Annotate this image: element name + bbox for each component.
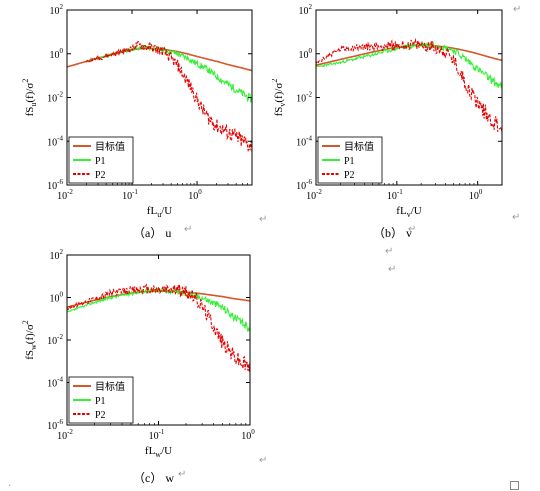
series-line-p2: [316, 37, 502, 135]
y-tick-label: 100: [299, 47, 313, 61]
chart-w: 10-6 10-4 10-2 100 102 10-2 10-1 100 fLw/U fSw(f)…: [21, 248, 255, 459]
return-mark: ↵: [388, 264, 397, 275]
x-tick-label: 10-2: [306, 188, 322, 202]
legend-label: P2: [95, 410, 106, 421]
legend-label: P2: [344, 170, 355, 181]
x-axis-label: fLu/U: [147, 205, 172, 219]
y-axis-label: fSu(f)/σ2: [21, 79, 38, 117]
y-tick-label: 102: [50, 248, 64, 262]
x-tick-label: 10-1: [149, 428, 165, 442]
legend-label: P2: [95, 170, 106, 181]
series-line-p1: [316, 41, 502, 89]
legend-label: P1: [95, 396, 106, 407]
legend-label: P1: [344, 156, 355, 167]
return-mark: ↵: [259, 214, 268, 225]
x-tick-label: 100: [469, 188, 483, 202]
page-corner-marker: [510, 481, 519, 490]
y-tick-label: 10-2: [47, 333, 63, 347]
y-tick-label: 102: [50, 3, 64, 17]
x-tick-label: 10-2: [57, 428, 73, 442]
plot-area: [67, 283, 250, 372]
caption-w: （c） w: [133, 471, 174, 485]
x-tick-label: 10-2: [57, 188, 73, 202]
chart-u: 10-6 10-4 10-2 100 102 10-2 10-1 100 fLu/U fSu(f)…: [21, 3, 253, 219]
y-axis-label: fSv(f)/σ2: [272, 79, 287, 117]
legend-label: 目标值: [95, 140, 125, 153]
y-tick-label: 10-4: [47, 134, 63, 148]
y-tick-label: 10-2: [296, 91, 312, 105]
chart-panel-v: 10-6 10-4 10-2 100 102 10-2 10-1 100 fLv/U fSv(f)…: [270, 0, 540, 240]
x-tick-label: 10-1: [122, 188, 138, 202]
x-tick-label: 100: [241, 428, 255, 442]
y-tick-label: 10-6: [47, 418, 63, 432]
legend-label: 目标值: [95, 380, 125, 393]
plot-area: [316, 37, 502, 135]
x-axis-label: fLw/U: [145, 445, 172, 459]
y-tick-label: 10-6: [296, 178, 312, 192]
plot-area: [67, 40, 252, 154]
chart-panel-w: 10-6 10-4 10-2 100 102 10-2 10-1 100 fLw/U fSw(f)…: [0, 245, 275, 475]
return-mark: ↵: [385, 246, 394, 257]
y-tick-label: 10-4: [296, 134, 312, 148]
return-mark: ↵: [408, 224, 417, 235]
y-tick-label: 10-2: [47, 91, 63, 105]
return-mark: .: [8, 478, 12, 489]
y-tick-label: 10-4: [47, 376, 63, 390]
x-axis-label: fLv/U: [396, 205, 421, 219]
caption-v: （b） v: [373, 226, 413, 240]
chart-v: 10-6 10-4 10-2 100 102 10-2 10-1 100 fLv/U fSv(f)…: [270, 3, 503, 219]
y-tick-label: 100: [50, 291, 64, 305]
y-tick-label: 100: [50, 47, 64, 61]
return-mark: ↵: [512, 212, 521, 223]
return-mark: ↵: [513, 4, 522, 15]
y-tick-label: 10-6: [47, 178, 63, 192]
return-mark: ↵: [178, 469, 187, 480]
legend-label: 目标值: [344, 140, 374, 153]
caption-u: （a） u: [133, 226, 172, 240]
series-line-p2: [67, 283, 250, 372]
series-line-p1: [67, 287, 250, 333]
return-mark: ↵: [259, 455, 268, 466]
return-mark: ↵: [184, 224, 193, 235]
legend-label: P1: [95, 156, 106, 167]
y-tick-label: 102: [299, 3, 313, 17]
series-line-p2: [86, 40, 252, 154]
y-axis-label: fSw(f)/σ2: [21, 320, 38, 360]
x-tick-label: 10-1: [387, 188, 403, 202]
x-tick-label: 100: [188, 188, 202, 202]
chart-panel-u: 10-6 10-4 10-2 100 102 10-2 10-1 100 fLu/U fSu(f)…: [0, 0, 275, 240]
